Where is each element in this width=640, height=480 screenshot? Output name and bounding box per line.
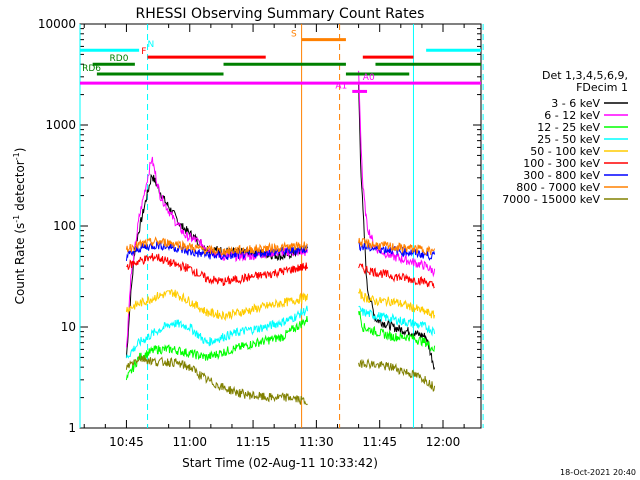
series-line-post [358,70,436,278]
series-line-post [358,311,436,353]
series-line-pre [125,305,308,359]
legend-label: 300 - 800 keV [523,169,600,182]
timestamp: 18-Oct-2021 20:40 [560,468,636,477]
axis-ticks: 1 10 100 1000 10000 10:45 11:00 11:15 11:30 11:45… [38,17,481,449]
series-line-pre [125,173,308,358]
series-line-post [358,263,435,289]
legend-header-1: Det 1,3,4,5,6,9, [542,69,628,82]
y-tick-label: 1 [68,421,76,435]
legend-label: 100 - 300 keV [523,157,600,170]
legend-header-2: FDecim 1 [576,81,628,94]
x-tick-label: 10:45 [109,435,144,449]
legend-label: 12 - 25 keV [537,121,600,134]
legend-label: 3 - 6 keV [551,97,600,110]
y-axis-title: Count Rate (s-1 detector-1) [12,148,27,305]
x-tick-label: 11:45 [362,435,397,449]
mode-change-lines [79,24,484,428]
series-line-post [358,305,436,337]
state-flag-label: RD0 [110,54,129,64]
series-line-post [358,358,436,393]
x-tick-label: 11:00 [172,435,207,449]
series-line-pre [125,355,308,406]
state-flag-label: A0 [363,73,375,83]
y-tick-label: 10 [61,320,76,334]
legend-label: 800 - 7000 keV [516,181,600,194]
series-line-post [358,237,436,256]
series-line-post [358,84,436,370]
series-line-pre [125,236,308,257]
x-axis-title: Start Time (02-Aug-11 10:33:42) [182,456,378,470]
x-tick-label: 11:15 [236,435,271,449]
series-line-pre [125,315,308,381]
state-flag-label: RD6 [82,64,101,74]
series-lines [125,70,436,406]
legend-label: 50 - 100 keV [530,145,600,158]
state-flag-bars: N S F RD0 RD6 A0 A1 [80,30,481,93]
legend-label: 7000 - 15000 keV [502,193,600,206]
state-flag-label: F [141,47,146,57]
x-tick-label: 12:00 [426,435,461,449]
state-flag-label: N [148,40,155,50]
chart-title: RHESSI Observing Summary Count Rates [136,6,425,22]
state-flag-label: A1 [335,81,347,91]
y-tick-label: 10000 [38,17,76,31]
state-flag-label: S [291,30,297,40]
series-line-post [358,288,436,319]
x-tick-label: 11:30 [299,435,334,449]
y-tick-label: 100 [53,219,76,233]
series-line-pre [125,289,308,322]
legend-label: 6 - 12 keV [544,109,600,122]
series-line-pre [126,253,308,287]
y-tick-label: 1000 [45,118,76,132]
legend-label: 25 - 50 keV [537,133,600,146]
